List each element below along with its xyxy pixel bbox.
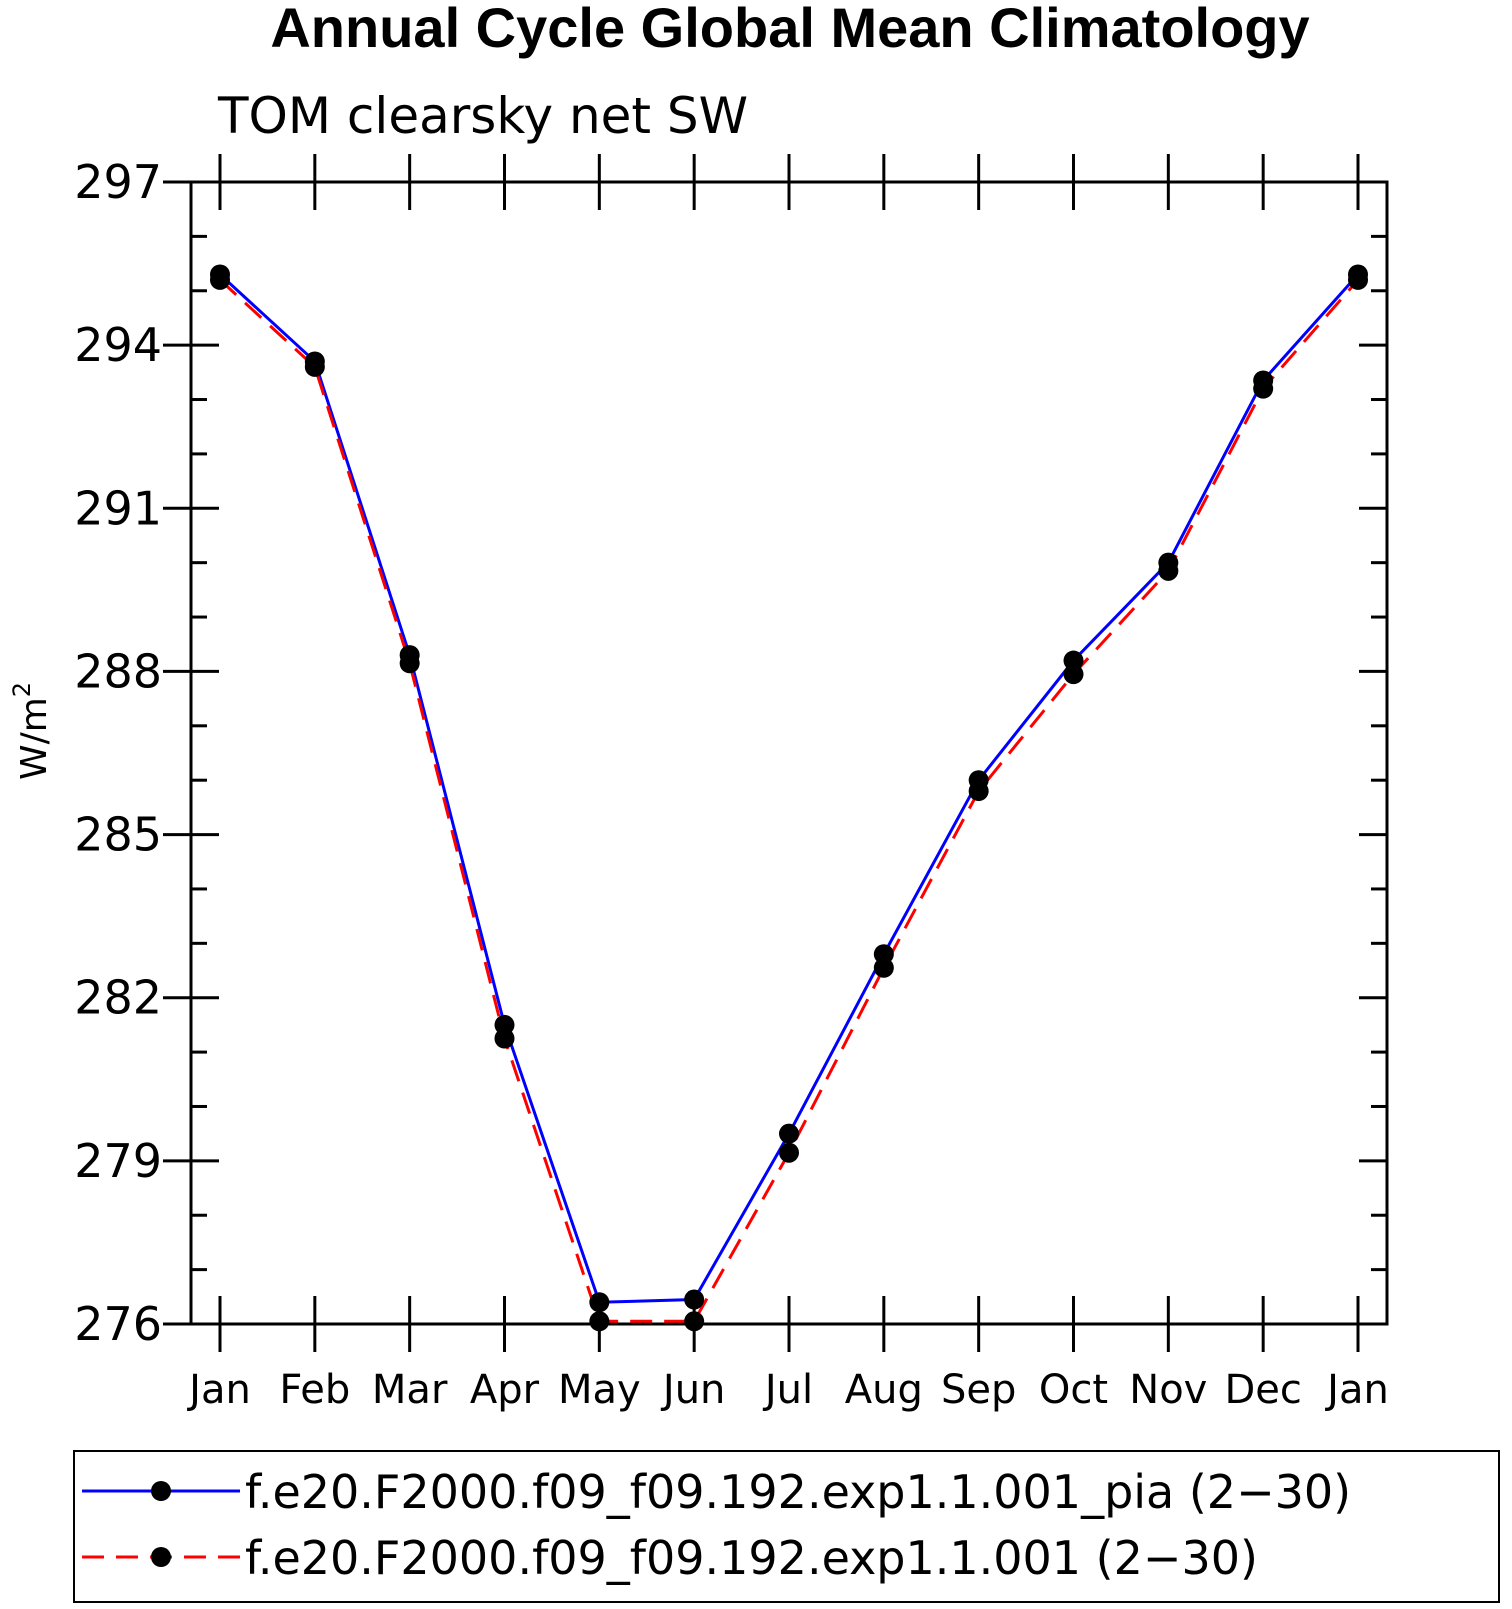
x-tick-label: Oct: [1039, 1367, 1108, 1413]
data-series: [210, 264, 1368, 1332]
series-line-2: [218, 278, 1360, 1323]
series-1-point: [684, 1289, 705, 1310]
series-1-point: [779, 1123, 799, 1144]
x-tick-label: Jun: [660, 1367, 726, 1413]
x-tick-label: Feb: [279, 1367, 350, 1413]
y-tick-label: 282: [74, 971, 162, 1025]
series-1-point: [589, 1292, 610, 1313]
series-2-point: [779, 1142, 799, 1163]
x-tick-label: May: [558, 1367, 641, 1413]
svg-text:W/m2: W/m2: [8, 682, 55, 780]
y-tick-label: 276: [74, 1297, 162, 1351]
x-tick-labels: Jan Feb Mar Apr May Jun Jul Aug Sep Oct Nov Dec Jan: [186, 1367, 1389, 1413]
series-2-point: [1158, 560, 1179, 581]
x-tick-label: Nov: [1129, 1367, 1207, 1413]
x-tick-label: Sep: [941, 1367, 1016, 1413]
series-2-point: [210, 269, 230, 290]
series-2-point: [399, 653, 420, 674]
series-2-point: [1063, 664, 1084, 685]
axis-ticks: [163, 154, 1387, 1352]
series-2-point: [304, 356, 325, 377]
legend-marker-1: [151, 1481, 171, 1501]
y-axis-label-base: W/m: [14, 697, 55, 780]
series-2-point: [494, 1028, 515, 1049]
x-tick-label: Mar: [372, 1367, 448, 1413]
y-axis-label: W/m2: [8, 682, 55, 780]
y-tick-label: 285: [74, 808, 162, 862]
chart-title: Annual Cycle Global Mean Climatology: [270, 0, 1309, 59]
series-2-point: [589, 1311, 610, 1332]
series-2-point: [684, 1311, 705, 1332]
legend-marker-2: [151, 1547, 171, 1567]
legend: f.e20.F2000.f09_f09.192.exp1.1.001_pia (…: [82, 1465, 1351, 1585]
legend-box: [73, 1450, 1500, 1603]
x-tick-label: Aug: [845, 1367, 923, 1413]
x-tick-label: Jan: [186, 1367, 251, 1413]
legend-label-1: f.e20.F2000.f09_f09.192.exp1.1.001_pia (…: [245, 1465, 1351, 1519]
series-2-point: [873, 957, 894, 978]
y-tick-label: 291: [74, 481, 162, 535]
series-2-point: [1348, 269, 1368, 290]
y-tick-labels: 276 279 282 285 288 291 294 297: [74, 155, 162, 1351]
y-axis-label-superscript: 2: [8, 682, 36, 697]
x-tick-label: Dec: [1224, 1367, 1301, 1413]
series-2-point: [968, 781, 989, 802]
y-tick-label: 288: [74, 644, 162, 698]
x-tick-label: Jan: [1324, 1367, 1389, 1413]
x-tick-label: Apr: [470, 1367, 540, 1413]
x-tick-label: Jul: [762, 1367, 813, 1413]
legend-label-2: f.e20.F2000.f09_f09.192.exp1.1.001 (2−30…: [245, 1531, 1258, 1585]
series-2-point: [1253, 378, 1274, 399]
chart-subtitle: TOM clearsky net SW: [217, 87, 748, 145]
y-tick-label: 297: [74, 155, 162, 209]
y-tick-label: 294: [74, 318, 162, 372]
y-tick-label: 279: [74, 1134, 162, 1188]
